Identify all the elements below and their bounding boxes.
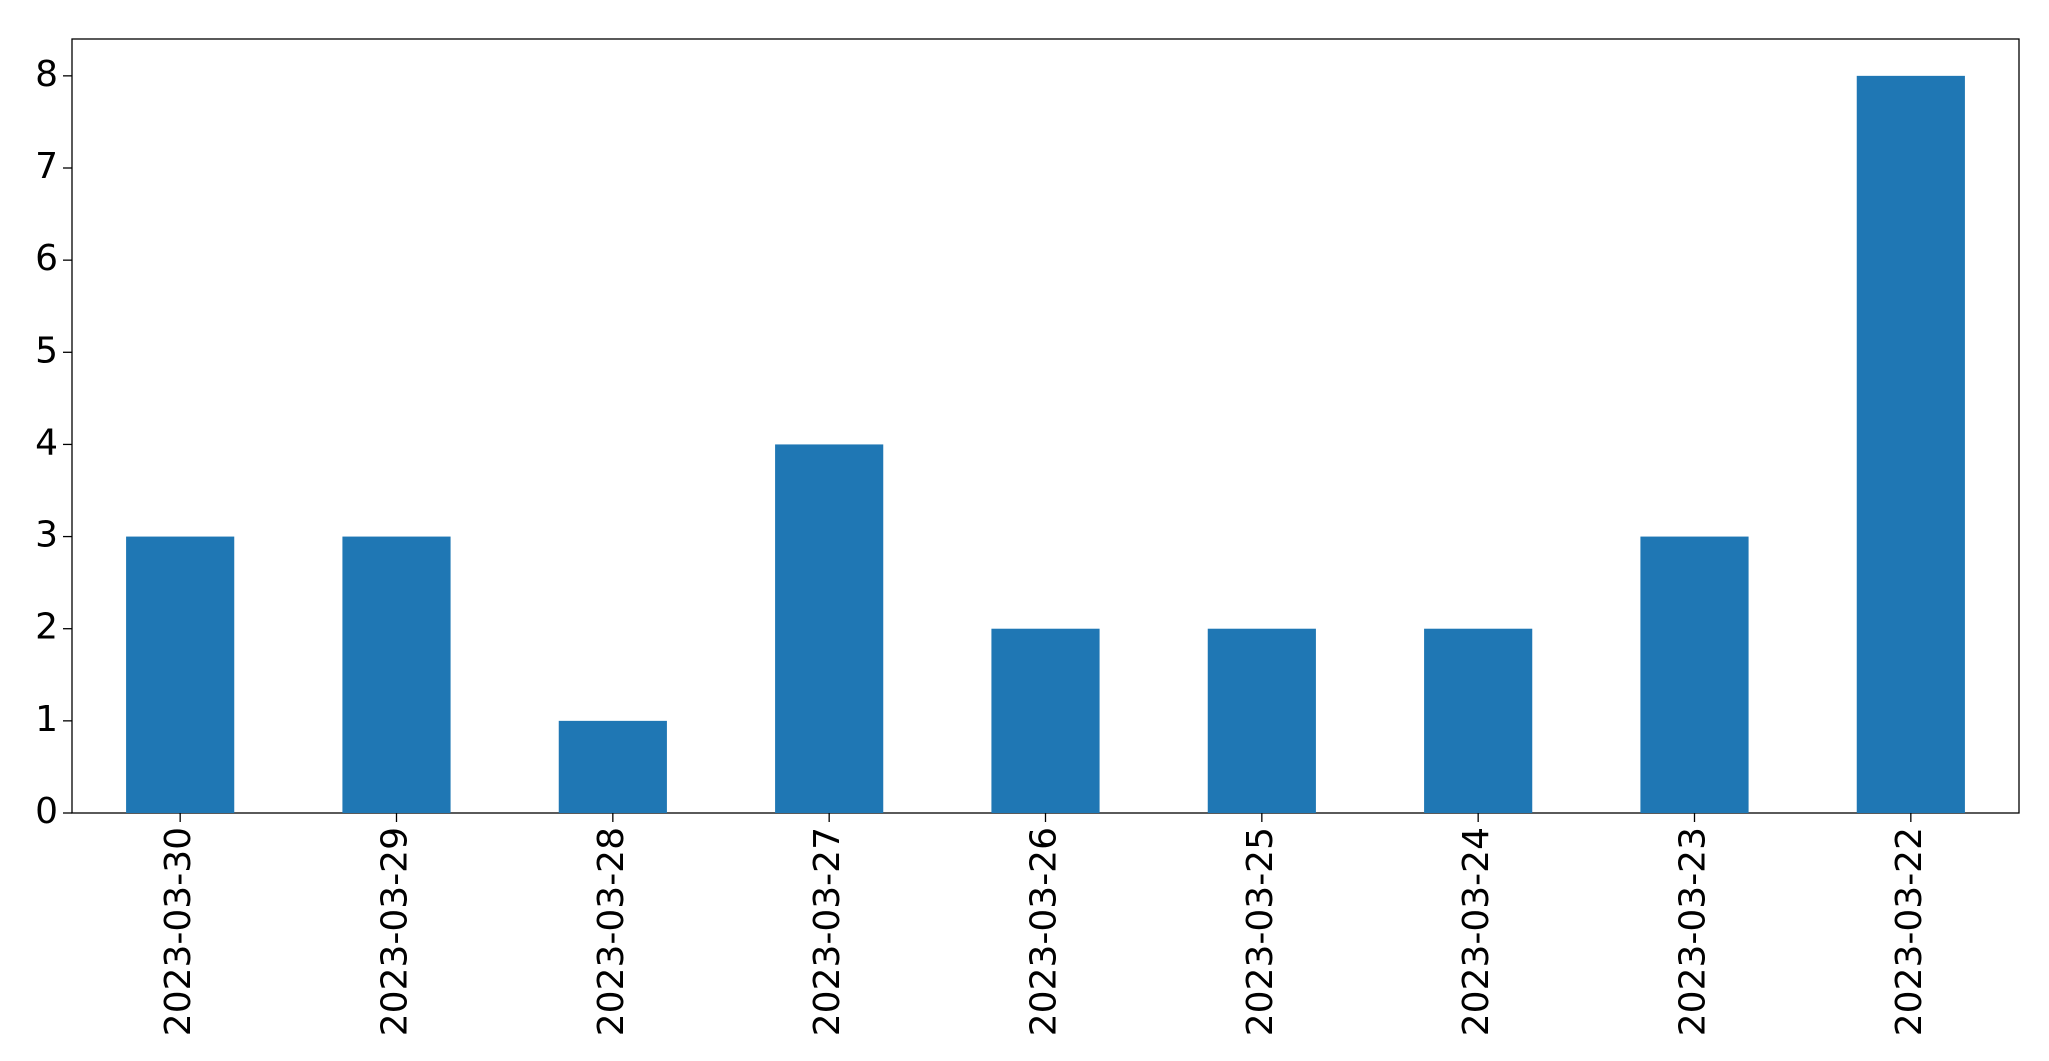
y-tick-label: 2: [35, 607, 58, 648]
y-tick-label: 4: [35, 422, 58, 463]
bar: [1856, 75, 1965, 814]
bar: [1207, 628, 1316, 813]
bar: [1640, 536, 1749, 813]
x-tick-label: 2023-03-26: [1024, 827, 1065, 1036]
y-tick-label: 7: [35, 146, 58, 187]
x-tick-label: 2023-03-22: [1889, 827, 1930, 1036]
y-tick-label: 1: [35, 699, 58, 740]
x-tick-label: 2023-03-27: [807, 827, 848, 1036]
bar: [1424, 628, 1533, 813]
y-tick-label: 0: [35, 791, 58, 832]
x-tick-label: 2023-03-30: [158, 827, 199, 1036]
x-tick-label: 2023-03-28: [591, 827, 632, 1036]
y-tick-label: 3: [35, 515, 58, 556]
y-tick-label: 5: [35, 330, 58, 371]
x-tick-label: 2023-03-24: [1456, 827, 1497, 1036]
x-tick-label: 2023-03-23: [1673, 827, 1714, 1036]
bar: [342, 536, 451, 813]
y-tick-label: 6: [35, 238, 58, 279]
bar: [775, 444, 884, 813]
bar: [991, 628, 1100, 813]
x-tick-label: 2023-03-29: [375, 827, 416, 1036]
bar: [558, 720, 667, 813]
y-tick-label: 8: [35, 54, 58, 95]
x-tick-label: 2023-03-25: [1240, 827, 1281, 1036]
bar: [126, 536, 235, 813]
